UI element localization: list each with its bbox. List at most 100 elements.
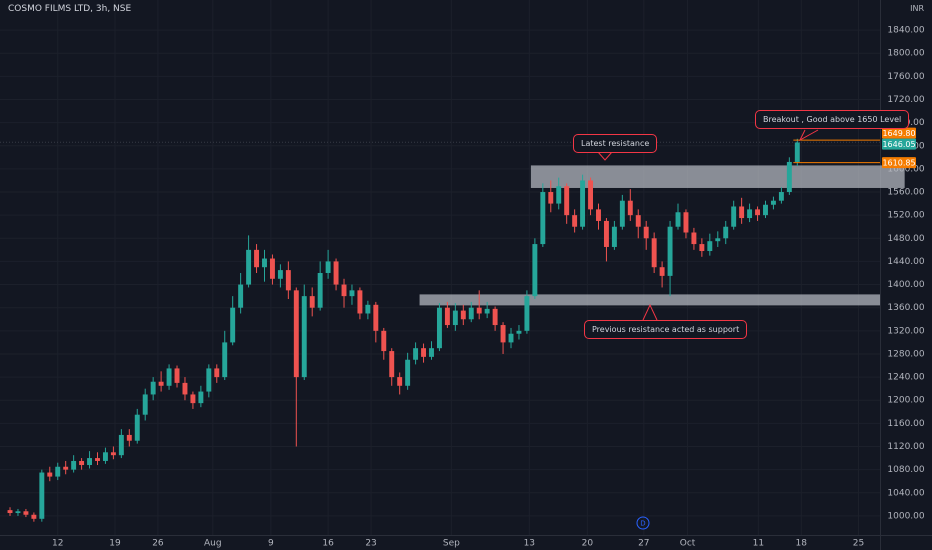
- candle-body: [269, 258, 275, 279]
- candle-body: [770, 200, 776, 205]
- x-tick-label: 12: [52, 539, 63, 549]
- candle-body: [254, 249, 260, 268]
- y-tick-label: 1040.00: [887, 488, 924, 498]
- candle-body: [619, 200, 625, 227]
- x-tick-label: 19: [109, 539, 121, 549]
- y-tick-label: 1080.00: [887, 465, 924, 475]
- annotation[interactable]: Previous resistance acted as support: [584, 320, 748, 339]
- price-badge: [882, 127, 916, 139]
- x-tick-label: 11: [753, 539, 764, 549]
- candle-body: [190, 394, 196, 404]
- candle-body: [214, 368, 220, 378]
- x-tick-label: 26: [152, 539, 164, 549]
- candle-body: [516, 330, 522, 334]
- candle-body: [182, 382, 188, 395]
- candle-body: [23, 511, 29, 515]
- y-tick-label: 1440.00: [887, 257, 924, 267]
- price-badge-label: 1610.85: [882, 159, 915, 168]
- candle-body: [444, 307, 450, 326]
- candle-body: [413, 348, 419, 360]
- event-marker[interactable]: [636, 516, 650, 530]
- candle-body: [500, 325, 506, 343]
- candle-body: [460, 310, 466, 320]
- y-tick-label: 1360.00: [887, 303, 924, 313]
- event-marker-label[interactable]: D: [640, 520, 645, 528]
- y-tick-label: 1400.00: [887, 280, 924, 290]
- candle-body: [778, 192, 784, 201]
- candle-body: [134, 414, 140, 441]
- candle-body: [198, 391, 204, 404]
- candle-body: [635, 215, 641, 227]
- zone: [419, 294, 880, 306]
- chart-title: COSMO FILMS LTD, 3h, NSE: [8, 4, 132, 14]
- x-tick-label: Aug: [204, 539, 222, 549]
- y-tick-label: 1760.00: [887, 72, 924, 82]
- zone: [530, 165, 905, 188]
- candle-body: [150, 381, 156, 395]
- y-tick-label: 1480.00: [887, 234, 924, 244]
- y-tick-label: 1120.00: [887, 442, 924, 452]
- candle-body: [611, 226, 617, 247]
- candle-body: [580, 180, 586, 227]
- annotation[interactable]: Breakout , Good above 1650 Level: [755, 110, 910, 129]
- candle-body: [174, 368, 180, 383]
- candle-body: [110, 452, 116, 456]
- candle-body: [699, 244, 705, 252]
- candle-body: [452, 310, 458, 326]
- candle-body: [389, 351, 395, 378]
- candle-body: [731, 206, 737, 227]
- candle-body: [397, 377, 403, 386]
- candle-body: [95, 458, 100, 461]
- candle-body: [596, 209, 601, 221]
- x-tick-label: 23: [365, 539, 376, 549]
- x-tick-label: 27: [638, 539, 649, 549]
- y-tick-label: 1160.00: [887, 419, 924, 429]
- candle-body: [429, 348, 434, 357]
- y-tick-label: 1600.00: [887, 164, 924, 174]
- y-tick-label: 1800.00: [887, 49, 924, 59]
- candle-body: [603, 220, 609, 247]
- candle-body: [468, 307, 474, 320]
- candle-body: [572, 215, 578, 227]
- candle-body: [333, 261, 339, 285]
- candle-body: [341, 284, 347, 297]
- y-tick-label: 1240.00: [887, 373, 924, 383]
- candle-body: [627, 200, 633, 216]
- x-tick-label: 9: [268, 539, 274, 549]
- candle-body: [476, 307, 482, 314]
- candle-body: [373, 304, 379, 331]
- candle-body: [102, 452, 108, 461]
- candle-body: [421, 348, 427, 357]
- candle-body: [643, 226, 649, 239]
- candle-body: [277, 270, 283, 279]
- candle-body: [723, 226, 729, 239]
- candle-body: [548, 192, 554, 204]
- candle-body: [87, 458, 93, 466]
- candle-body: [405, 359, 411, 386]
- candle-body: [707, 241, 713, 252]
- candle-body: [691, 232, 697, 245]
- candle-body: [47, 472, 53, 477]
- candle-body: [246, 249, 252, 285]
- annotation-pointer: [642, 303, 658, 321]
- annotation[interactable]: Latest resistance: [573, 134, 658, 153]
- candle-body: [747, 209, 753, 219]
- candle-body: [564, 186, 570, 216]
- candle-body: [285, 270, 291, 291]
- candle-body: [659, 267, 665, 276]
- candle-body: [532, 244, 538, 297]
- x-tick-label: 16: [322, 539, 334, 549]
- candle-body: [794, 142, 800, 162]
- candle-body: [126, 434, 132, 441]
- candle-body: [349, 290, 355, 297]
- candle-body: [739, 206, 745, 219]
- candle-body: [524, 296, 530, 331]
- candle-body: [755, 209, 760, 216]
- candle-body: [230, 307, 236, 343]
- candle-body: [325, 261, 331, 273]
- candle-body: [15, 511, 21, 514]
- candle-body: [293, 290, 299, 378]
- candle-body: [39, 472, 45, 519]
- y-tick-label: 1720.00: [887, 95, 924, 105]
